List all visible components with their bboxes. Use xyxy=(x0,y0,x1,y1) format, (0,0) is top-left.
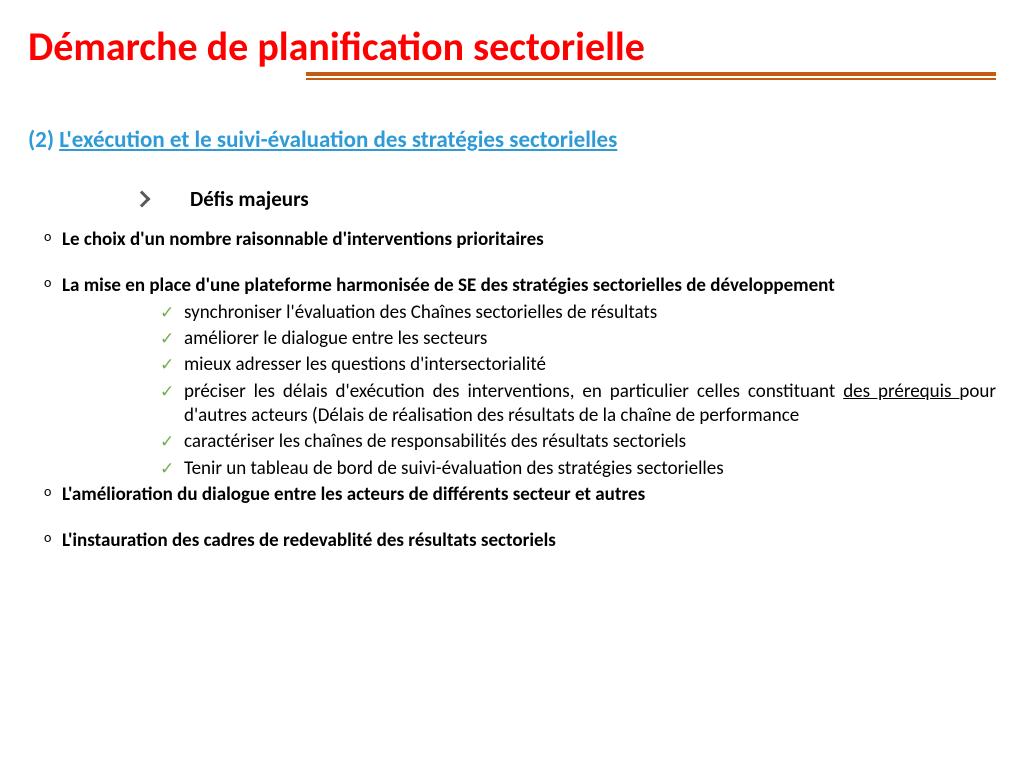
bullet-list: Le choix d'un nombre raisonnable d'inter… xyxy=(28,228,996,553)
list-item-text: L'amélioration du dialogue entre les act… xyxy=(62,483,645,506)
chevron-right-icon xyxy=(134,191,151,208)
sub-list: synchroniser l'évaluation des Chaînes se… xyxy=(62,301,996,481)
sub-list-item: préciser les délais d'exécution des inte… xyxy=(160,380,996,429)
list-item: La mise en place d'une plateforme harmon… xyxy=(44,274,996,481)
section-heading-text: Défis majeurs xyxy=(190,186,309,212)
underlined-text: des prérequis xyxy=(843,380,959,403)
sub-list-item-text: synchroniser l'évaluation des Chaînes se… xyxy=(184,301,657,324)
title-underline xyxy=(306,72,996,80)
sub-list-item: mieux adresser les questions d'intersect… xyxy=(160,353,996,377)
title-block: Démarche de planification sectorielle xyxy=(28,24,996,70)
list-item: L'amélioration du dialogue entre les act… xyxy=(44,483,996,507)
text-segment: préciser les délais d'exécution des inte… xyxy=(184,380,843,403)
list-item-text: Le choix d'un nombre raisonnable d'inter… xyxy=(62,228,544,251)
list-item-text: L'instauration des cadres de redevablité… xyxy=(62,529,556,552)
sub-list-item-text: caractériser les chaînes de responsabili… xyxy=(184,430,686,453)
list-item: Le choix d'un nombre raisonnable d'inter… xyxy=(44,228,996,252)
list-item-text: La mise en place d'une plateforme harmon… xyxy=(62,274,835,297)
subtitle: (2) L'exécution et le suivi-évaluation d… xyxy=(28,126,996,154)
section-heading: Défis majeurs xyxy=(28,186,996,212)
subtitle-text: L'exécution et le suivi-évaluation des s… xyxy=(59,126,617,154)
list-item: L'instauration des cadres de redevablité… xyxy=(44,529,996,553)
sub-list-item: améliorer le dialogue entre les secteurs xyxy=(160,327,996,351)
sub-list-item-text: préciser les délais d'exécution des inte… xyxy=(184,380,996,429)
slide-title: Démarche de planification sectorielle xyxy=(28,24,996,70)
sub-list-item: synchroniser l'évaluation des Chaînes se… xyxy=(160,301,996,325)
sub-list-item: caractériser les chaînes de responsabili… xyxy=(160,430,996,454)
sub-list-item-text: Tenir un tableau de bord de suivi-évalua… xyxy=(184,457,724,480)
sub-list-item-text: mieux adresser les questions d'intersect… xyxy=(184,353,546,376)
slide: Démarche de planification sectorielle (2… xyxy=(0,0,1024,768)
sub-list-item-text: améliorer le dialogue entre les secteurs xyxy=(184,327,487,350)
subtitle-prefix: (2) xyxy=(28,126,59,154)
sub-list-item: Tenir un tableau de bord de suivi-évalua… xyxy=(160,457,996,481)
